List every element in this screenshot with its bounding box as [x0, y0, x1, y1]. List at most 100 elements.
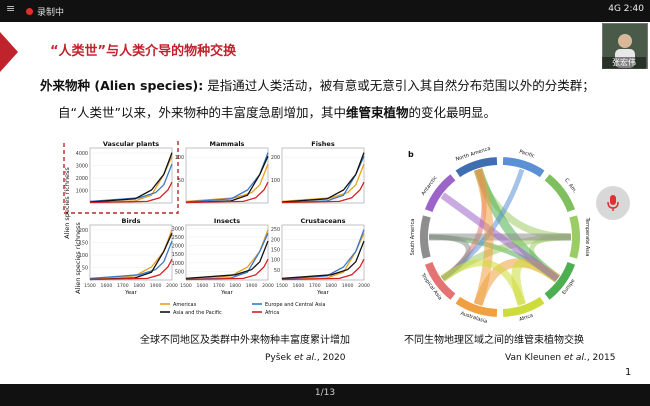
- page-indicator: 1/13: [314, 388, 336, 398]
- avatar: [603, 24, 647, 68]
- series-line-asia-and-the-pacific: [185, 240, 269, 280]
- highlight-box: [63, 140, 179, 214]
- right-caption: 不同生物地理区域之间的维管束植物交换: [404, 335, 584, 346]
- x-tick-label: 1600: [197, 283, 209, 289]
- definition-term: 外来物种 (Alien species):: [40, 78, 204, 93]
- legend-item: Europe and Central Asia: [252, 302, 325, 308]
- x-tick-label: 1500: [276, 283, 288, 289]
- region-arc: [544, 261, 576, 300]
- region-label: South America: [410, 219, 416, 256]
- x-axis-label: Year: [220, 290, 233, 296]
- panel-title: Mammals: [210, 140, 245, 148]
- participant-video[interactable]: [602, 23, 648, 69]
- region-arc: [455, 296, 498, 317]
- x-tick-label: 1800: [229, 283, 241, 289]
- panel-frame: [185, 147, 269, 204]
- y-tick-label: 100: [271, 178, 280, 184]
- series-line-africa: [89, 181, 173, 204]
- right-citation-year: , 2015: [586, 353, 616, 363]
- title-banner-shape: [0, 32, 18, 72]
- x-tick-label: 1700: [213, 283, 225, 289]
- region-arc: [502, 157, 545, 178]
- y-tick-label: 50: [274, 268, 280, 274]
- left-citation-year: , 2020: [316, 353, 346, 363]
- slide-title: “人类世”与人类介导的物种交换: [50, 44, 237, 59]
- bottom-bar: 1/13: [0, 384, 650, 406]
- chord-link: [440, 192, 560, 282]
- y-tick-label: 1000: [76, 189, 88, 195]
- x-tick-label: 1800: [133, 283, 145, 289]
- panel-crustaceans: Crustaceans 50 100 150 200 250 1500 1600 1700 180…: [271, 217, 370, 296]
- y-tick-label: 200: [271, 155, 280, 161]
- panel-frame: [281, 147, 365, 204]
- definition-line: 外来物种 (Alien species): 是指通过人类活动，被有意或无意引入其…: [40, 75, 595, 94]
- y-tick-label: 100: [79, 253, 88, 259]
- y-tick-label: 500: [175, 269, 184, 275]
- region-arc: [569, 215, 580, 259]
- series-line-americas: [185, 163, 269, 203]
- record-dot-icon: [26, 8, 33, 15]
- top-bar: ≡ 录制中 4G 2:40: [0, 0, 650, 22]
- chord-link: [440, 259, 526, 306]
- series-line-europe-and-central-asia: [89, 240, 173, 280]
- x-tick-label: 1900: [150, 283, 162, 289]
- x-tick-label: 1700: [309, 283, 321, 289]
- panel-mammals: Mammals 50 100: [175, 140, 269, 204]
- x-tick-label: 2000: [358, 283, 370, 289]
- y-tick-label: 3000: [172, 226, 184, 232]
- recording-label: 录制中: [37, 8, 65, 18]
- legend-item: Asia and the Pacific: [160, 310, 222, 316]
- slide: “人类世”与人类介导的物种交换 外来物种 (Alien species): 是指…: [0, 22, 650, 384]
- x-tick-label: 1500: [180, 283, 192, 289]
- y-tick-label: 50: [178, 178, 184, 184]
- summary-text-a: 自“人类世”以来，外来物种的丰富度急剧增加，其中: [58, 105, 346, 120]
- legend-item: Africa: [252, 310, 279, 316]
- region-label: Pacific: [518, 149, 535, 160]
- y-tick-label: 150: [271, 247, 280, 253]
- series-line-asia-and-the-pacific: [281, 152, 365, 203]
- series-line-asia-and-the-pacific: [89, 152, 173, 203]
- panel-title: Insects: [214, 217, 240, 225]
- legend-label: Americas: [173, 302, 197, 308]
- series-line-africa: [281, 258, 365, 281]
- microphone-icon: [607, 195, 619, 211]
- x-tick-label: 1700: [117, 283, 129, 289]
- y-tick-label: 1500: [172, 252, 184, 258]
- definition-text: 是指通过人类活动，被有意或无意引入其自然分布范围以外的分类群；: [203, 78, 595, 93]
- left-citation-author: Pyšek: [265, 353, 295, 363]
- x-tick-label: 2000: [262, 283, 274, 289]
- y-tick-label: 3000: [76, 164, 88, 170]
- legend-label: Africa: [265, 310, 279, 316]
- y-tick-label: 100: [271, 258, 280, 264]
- menu-icon[interactable]: ≡: [6, 2, 16, 15]
- page-number: 1: [625, 367, 632, 378]
- panel-title: Crustaceans: [300, 217, 345, 225]
- chord-link: [473, 168, 494, 306]
- panel-frame: [281, 224, 365, 281]
- left-citation: Pyšek et al., 2020: [265, 353, 346, 363]
- summary-line: 自“人类世”以来，外来物种的丰富度急剧增加，其中维管束植物的变化最明显。: [58, 102, 496, 121]
- panel-title: Fishes: [311, 140, 335, 148]
- participant-name: 张宏伟: [602, 57, 646, 69]
- series-line-europe-and-central-asia: [89, 163, 173, 203]
- panel-frame: [89, 147, 173, 204]
- panel-birds: Birds 50 100 150 200 1500 1600 1700 1800 1900 2000…: [79, 217, 178, 296]
- series-line-americas: [281, 163, 365, 203]
- y-axis-label-bottom: Alien species richness: [74, 222, 82, 294]
- x-tick-label: 1900: [246, 283, 258, 289]
- legend-item: Americas: [160, 302, 197, 308]
- panel-title: Vascular plants: [103, 140, 159, 148]
- series-line-africa: [281, 181, 365, 204]
- region-arc: [420, 215, 431, 259]
- region-arc: [424, 174, 456, 213]
- series-line-africa: [185, 181, 269, 204]
- summary-text-c: 的变化最明显。: [408, 105, 496, 120]
- x-axis-label: Year: [124, 290, 137, 296]
- x-tick-label: 1800: [325, 283, 337, 289]
- left-citation-etal: et al.: [294, 353, 317, 363]
- chord-panel-label: b: [408, 150, 414, 159]
- mic-button[interactable]: [596, 186, 630, 220]
- series-line-europe-and-central-asia: [281, 229, 365, 280]
- region-label: Temperate Asia: [584, 217, 590, 257]
